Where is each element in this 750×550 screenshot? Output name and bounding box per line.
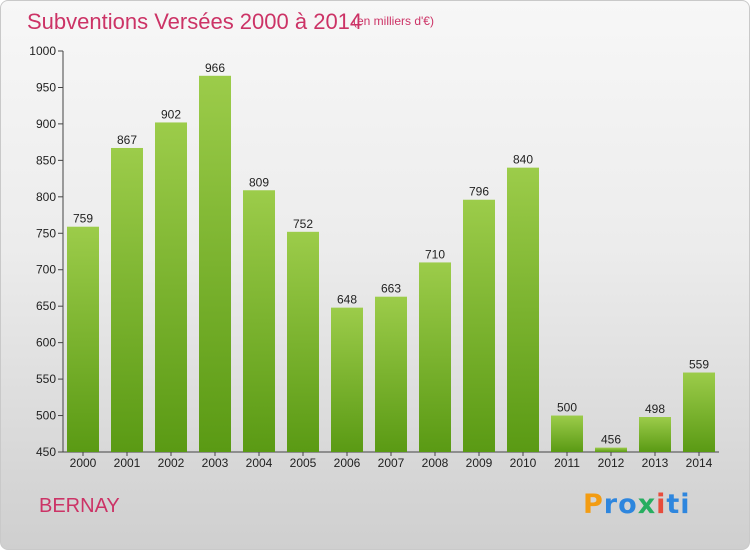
value-label-2012: 456 — [601, 433, 621, 447]
bar-2007 — [375, 296, 407, 452]
value-label-2007: 663 — [381, 282, 401, 296]
value-label-2000: 759 — [73, 212, 93, 226]
x-tick-label-2003: 2003 — [202, 456, 229, 470]
x-tick-label-2007: 2007 — [378, 456, 405, 470]
bar-2000 — [67, 226, 99, 452]
y-tick-label: 450 — [36, 445, 56, 459]
bar-2005 — [287, 231, 319, 452]
x-tick-label-2011: 2011 — [554, 456, 580, 470]
proxiti-logo: Proxiti — [583, 489, 691, 520]
x-tick-label-2008: 2008 — [422, 456, 449, 470]
y-tick-label: 700 — [36, 263, 56, 277]
city-name: BERNAY — [39, 495, 120, 517]
bar-2006 — [331, 307, 363, 452]
y-tick-label: 900 — [36, 117, 56, 131]
x-tick-label-2001: 2001 — [114, 456, 141, 470]
value-label-2005: 752 — [293, 217, 313, 231]
value-label-2014: 559 — [689, 358, 709, 372]
logo-letter: i — [680, 489, 691, 520]
y-tick-label: 550 — [36, 372, 56, 386]
value-label-2004: 809 — [249, 175, 269, 189]
logo-letter: r — [603, 489, 619, 520]
value-label-2001: 867 — [117, 133, 137, 147]
bar-2008 — [419, 262, 451, 452]
x-tick-label-2010: 2010 — [510, 456, 537, 470]
value-label-2011: 500 — [557, 401, 577, 415]
bar-2014 — [683, 372, 715, 452]
y-tick-label: 950 — [36, 80, 56, 94]
x-tick-label-2014: 2014 — [686, 456, 713, 470]
y-tick-label: 650 — [36, 299, 56, 313]
y-tick-label: 750 — [36, 226, 56, 240]
x-tick-label-2005: 2005 — [290, 456, 317, 470]
value-label-2006: 648 — [337, 293, 357, 307]
bar-2010 — [507, 167, 539, 452]
value-label-2009: 796 — [469, 185, 489, 199]
bar-2002 — [155, 122, 187, 452]
bar-2001 — [111, 147, 143, 452]
bar-2013 — [639, 417, 671, 452]
x-tick-label-2013: 2013 — [642, 456, 669, 470]
x-tick-label-2000: 2000 — [70, 456, 97, 470]
logo-letter: i — [656, 489, 667, 520]
y-tick-label: 850 — [36, 153, 56, 167]
bar-2009 — [463, 199, 495, 452]
value-label-2003: 966 — [205, 61, 225, 75]
logo-letter: t — [666, 489, 681, 520]
y-tick-label: 500 — [36, 409, 56, 423]
y-tick-label: 800 — [36, 190, 56, 204]
x-tick-label-2004: 2004 — [246, 456, 273, 470]
logo-letter: x — [637, 489, 657, 520]
logo-letter: o — [618, 489, 638, 520]
y-tick-label: 600 — [36, 336, 56, 350]
chart-title: Subventions Versées 2000 à 2014 — [27, 9, 363, 34]
value-label-2013: 498 — [645, 402, 665, 416]
value-label-2010: 840 — [513, 153, 533, 167]
bar-2011 — [551, 415, 583, 452]
x-tick-label-2012: 2012 — [598, 456, 625, 470]
logo-letter: P — [583, 489, 604, 520]
bar-2012 — [595, 447, 627, 452]
bar-2004 — [243, 190, 275, 453]
x-tick-label-2002: 2002 — [158, 456, 185, 470]
chart-unit-note: (en milliers d'€) — [353, 14, 434, 28]
bar-2003 — [199, 75, 231, 452]
y-tick-label: 1000 — [29, 44, 56, 58]
x-tick-label-2009: 2009 — [466, 456, 493, 470]
value-label-2008: 710 — [425, 247, 445, 261]
value-label-2002: 902 — [161, 107, 181, 121]
x-tick-label-2006: 2006 — [334, 456, 361, 470]
